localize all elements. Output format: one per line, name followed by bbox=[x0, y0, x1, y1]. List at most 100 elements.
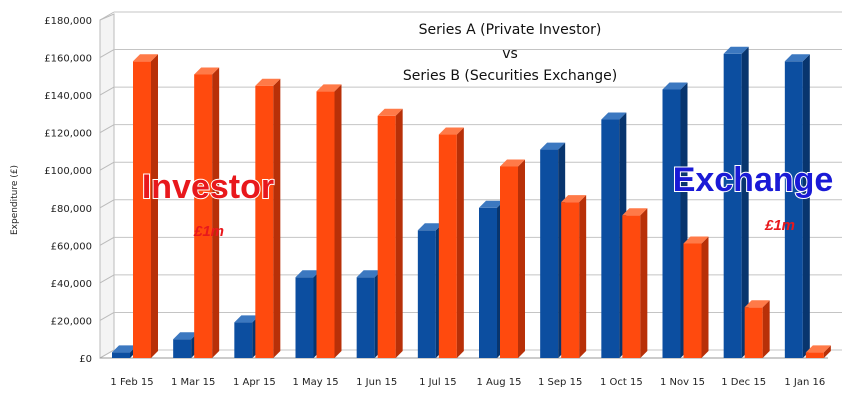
bar-front bbox=[295, 277, 314, 358]
bar-top bbox=[805, 345, 831, 353]
bar-series-1 bbox=[438, 127, 464, 359]
bar-top bbox=[723, 46, 749, 54]
bar-top bbox=[561, 195, 587, 203]
chart-title: Series A (Private Investor) vs Series B … bbox=[403, 22, 617, 84]
bar-top bbox=[377, 108, 403, 116]
bar-front bbox=[234, 322, 253, 358]
bar-side bbox=[802, 54, 810, 359]
x-tick-label: 1 Nov 15 bbox=[660, 377, 705, 388]
y-tick-label: £140,000 bbox=[44, 91, 92, 102]
bar-front bbox=[112, 352, 130, 358]
bar-front bbox=[540, 149, 559, 358]
bar-series-1 bbox=[133, 54, 158, 359]
bar-top bbox=[662, 82, 688, 90]
bar-front bbox=[255, 85, 274, 358]
bar-top bbox=[479, 200, 504, 208]
bar-top bbox=[295, 270, 321, 278]
annotation-investor-amount: £1m bbox=[193, 223, 224, 240]
bar-series-1 bbox=[805, 345, 831, 358]
bar-front bbox=[805, 352, 824, 358]
bar-front bbox=[173, 339, 192, 358]
side-wall bbox=[99, 13, 115, 359]
bar-front bbox=[194, 74, 213, 358]
gridline-diag bbox=[99, 236, 115, 246]
annotations: Investor £1m Exchange £1m bbox=[141, 160, 834, 240]
y-tick-label: £180,000 bbox=[44, 16, 92, 27]
bar-front bbox=[683, 243, 702, 358]
bar-side bbox=[741, 46, 749, 359]
bar-top bbox=[784, 54, 810, 62]
bar-top bbox=[112, 345, 137, 353]
bar-front bbox=[744, 307, 763, 358]
bar-front bbox=[377, 115, 396, 359]
gridline-diag bbox=[99, 124, 115, 134]
y-tick-label: £160,000 bbox=[44, 54, 92, 65]
y-axis: £0 £20,000 £40,000 £60,000 £80,000 £100,000 £1… bbox=[44, 16, 92, 365]
bar-top bbox=[622, 208, 648, 216]
bar-top bbox=[417, 223, 443, 231]
bar-series-1 bbox=[561, 195, 587, 358]
gridline-diag bbox=[99, 49, 115, 58]
bar-top bbox=[234, 315, 260, 323]
bar-front bbox=[316, 91, 335, 358]
x-tick-label: 1 Apr 15 bbox=[233, 377, 276, 388]
gridline-diag bbox=[99, 86, 115, 96]
bar-top bbox=[540, 142, 566, 150]
bar-top bbox=[500, 159, 525, 167]
gridline-diag bbox=[99, 312, 115, 321]
bar-side bbox=[701, 236, 709, 358]
bar-top bbox=[438, 127, 464, 135]
bar-series-1 bbox=[194, 67, 220, 358]
gridline-diag bbox=[99, 161, 115, 171]
x-tick-label: 1 Jan 16 bbox=[784, 377, 825, 388]
bar-side bbox=[762, 300, 770, 358]
bar-top bbox=[744, 300, 770, 308]
bars bbox=[112, 46, 831, 359]
bar-side bbox=[334, 84, 342, 358]
bar-series-1 bbox=[316, 84, 342, 358]
y-tick-label: £40,000 bbox=[51, 279, 92, 290]
bar-top bbox=[255, 78, 281, 86]
bar-top bbox=[316, 84, 342, 92]
annotation-exchange-amount: £1m bbox=[764, 217, 795, 234]
bar-front bbox=[723, 53, 742, 359]
annotation-exchange: Exchange bbox=[673, 161, 834, 199]
bar-top bbox=[173, 332, 199, 340]
gridline-diag bbox=[99, 349, 115, 359]
bar-series-1 bbox=[377, 108, 403, 359]
bar-series-1 bbox=[683, 236, 709, 358]
x-tick-label: 1 Oct 15 bbox=[600, 377, 643, 388]
bar-series-1 bbox=[500, 159, 525, 358]
bar-front bbox=[622, 215, 641, 358]
bar-front bbox=[479, 207, 497, 358]
bar-front bbox=[356, 277, 375, 358]
bar-top bbox=[683, 236, 709, 244]
bar-front bbox=[784, 61, 803, 359]
y-tick-label: £60,000 bbox=[51, 241, 92, 252]
bar-front bbox=[438, 134, 457, 358]
bar-top bbox=[601, 112, 627, 120]
y-tick-label: £0 bbox=[79, 354, 92, 365]
bar-side bbox=[273, 78, 281, 358]
bar-side bbox=[823, 345, 831, 358]
bar-series-1 bbox=[744, 300, 770, 358]
bar-side bbox=[640, 208, 648, 358]
gridline-diag bbox=[99, 274, 115, 284]
bar-top bbox=[133, 54, 158, 62]
x-tick-label: 1 Feb 15 bbox=[110, 377, 153, 388]
y-tick-label: £20,000 bbox=[51, 316, 92, 327]
y-axis-label: Expenditure (£) bbox=[10, 165, 20, 235]
y-tick-label: £100,000 bbox=[44, 166, 92, 177]
bar-front bbox=[417, 230, 436, 358]
y-tick-label: £80,000 bbox=[51, 204, 92, 215]
bar-series-0 bbox=[784, 54, 810, 359]
x-axis-ticks: 1 Feb 15 1 Mar 15 1 Apr 15 1 May 15 1 Jun 15… bbox=[110, 377, 825, 388]
x-tick-label: 1 May 15 bbox=[292, 377, 338, 388]
x-tick-label: 1 Mar 15 bbox=[171, 377, 215, 388]
bar-top bbox=[356, 270, 382, 278]
x-tick-label: 1 Jul 15 bbox=[419, 377, 457, 388]
bar-series-1 bbox=[255, 78, 281, 358]
title-line-3: Series B (Securities Exchange) bbox=[403, 68, 617, 84]
bar-side bbox=[518, 159, 525, 358]
